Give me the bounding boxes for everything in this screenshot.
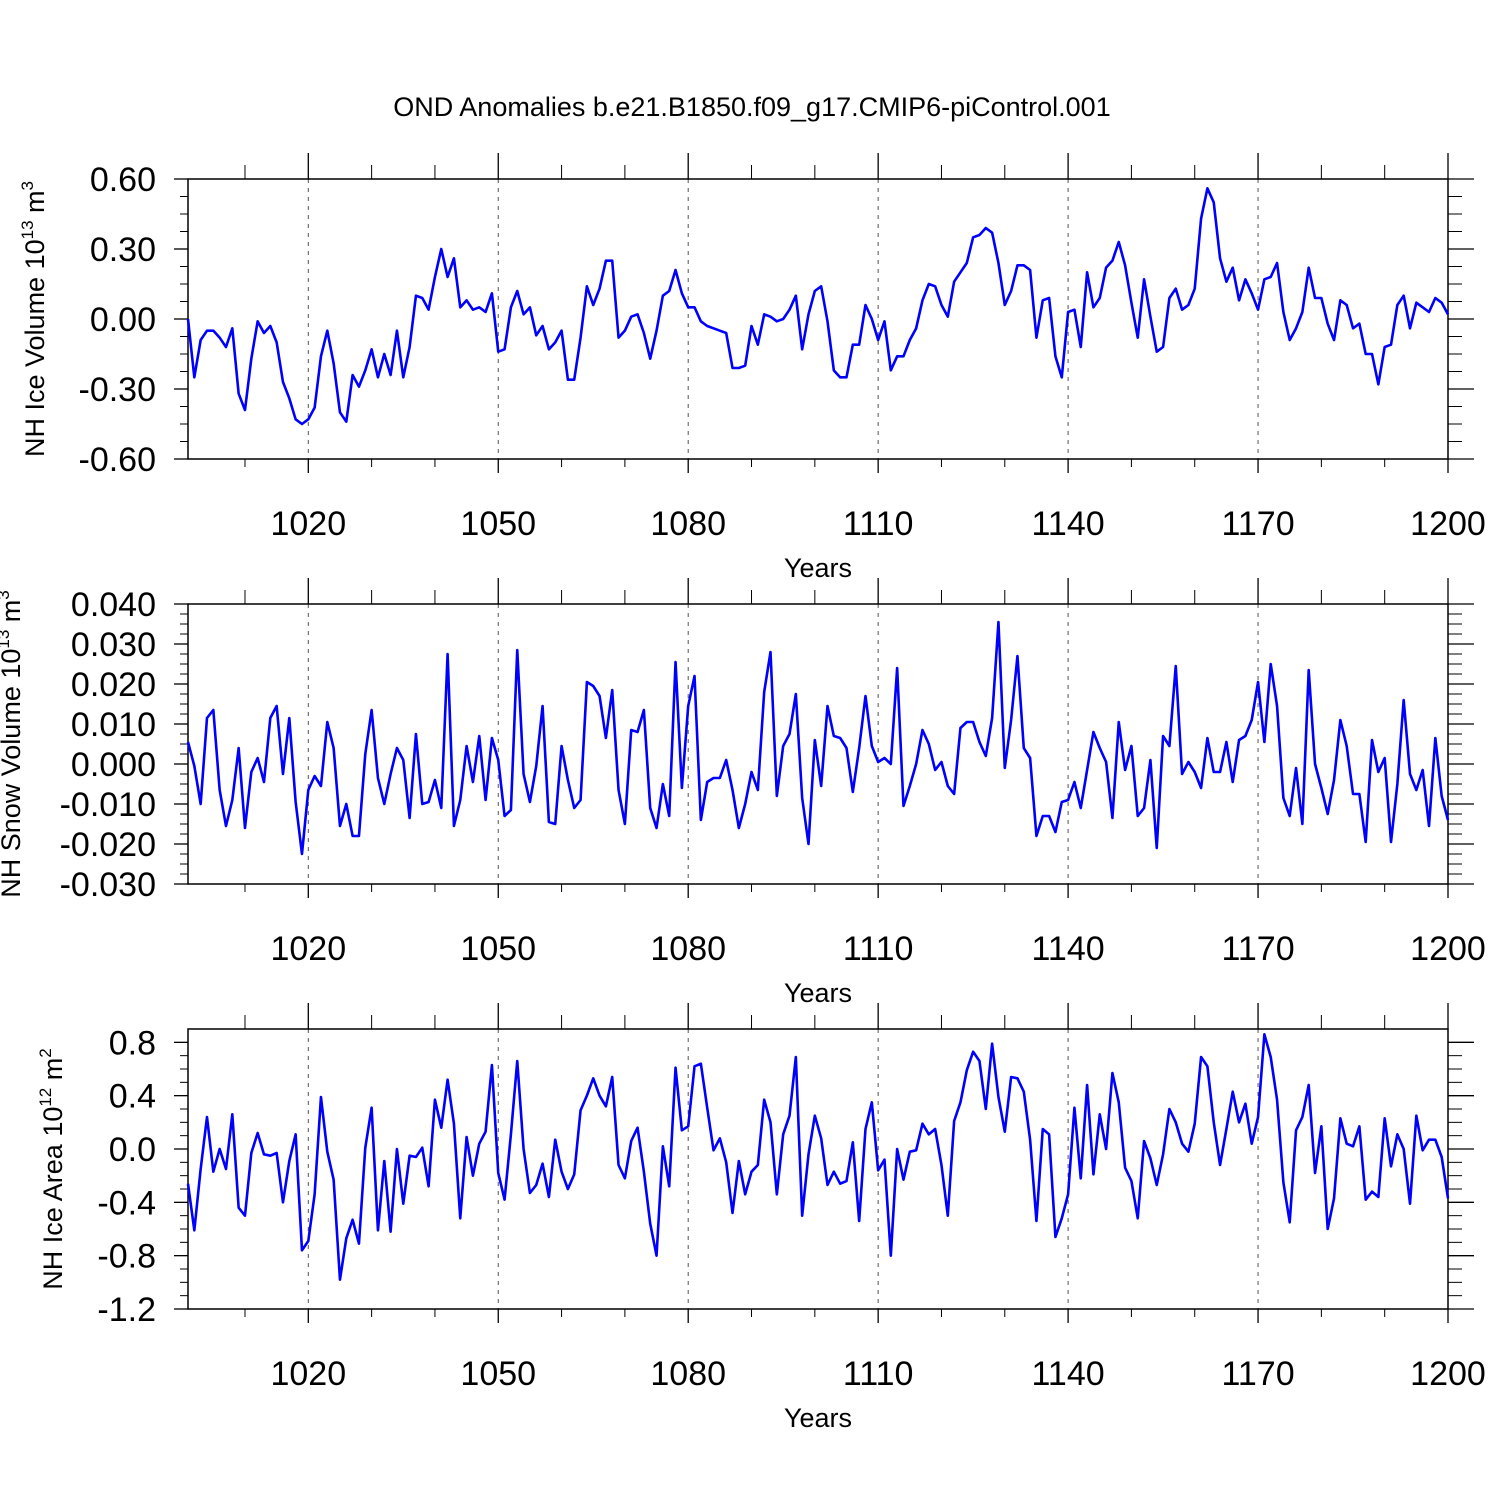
y-tick-label: -0.4	[97, 1184, 156, 1222]
y-tick-label: 0.020	[71, 666, 156, 704]
y-tick-label: 0.0	[109, 1131, 156, 1169]
x-tick-label: 1020	[270, 930, 346, 968]
x-tick-label: 1050	[460, 930, 536, 968]
y-tick-label: 0.010	[71, 706, 156, 744]
x-tick-label: 1050	[460, 1355, 536, 1393]
chart-title: OND Anomalies b.e21.B1850.f09_g17.CMIP6-…	[393, 92, 1110, 122]
y-axis-label-unit: m	[0, 600, 26, 630]
y-axis-label-unit-exponent: 3	[0, 590, 13, 599]
y-axis-label-exponent: 13	[0, 630, 13, 649]
y-tick-label: 0.4	[109, 1078, 156, 1116]
y-tick-label: -0.8	[97, 1238, 156, 1276]
y-axis-label: NH Ice Area 1012 m2	[36, 1048, 68, 1289]
y-tick-label: 0.040	[71, 586, 156, 624]
y-axis-label-exponent: 13	[18, 220, 37, 239]
y-tick-label: -0.30	[79, 371, 157, 409]
x-tick-label: 1170	[1221, 1355, 1294, 1393]
x-tick-label: 1170	[1221, 930, 1294, 968]
x-tick-label: 1110	[843, 930, 914, 968]
x-tick-label: 1170	[1221, 505, 1294, 543]
y-tick-label: 0.30	[90, 231, 156, 269]
x-tick-label: 1110	[843, 505, 914, 543]
y-axis-label: NH Snow Volume 1013 m3	[0, 590, 26, 898]
x-tick-label: 1020	[270, 505, 346, 543]
panel-snow-volume: 1020 1050 1080 1110 1140 1170 1200 -0.030-0.020…	[0, 578, 1486, 1008]
x-tick-label: 1020	[270, 1355, 346, 1393]
y-tick-label: 0.00	[90, 301, 156, 339]
y-tick-label: -0.60	[79, 441, 157, 479]
x-tick-label: 1140	[1032, 1355, 1105, 1393]
y-axis-label-main: NH Ice Volume 10	[20, 239, 50, 457]
y-axis-label-main: NH Snow Volume 10	[0, 649, 26, 898]
x-tick-label: 1200	[1410, 505, 1486, 543]
x-tick-label: 1050	[460, 505, 536, 543]
panel-ice-area: 1020 1050 1080 1110 1140 1170 1200 -1.2 -0.8 -0.4…	[36, 1003, 1486, 1433]
x-tick-label: 1200	[1410, 930, 1486, 968]
data-line	[186, 620, 1450, 856]
y-axis-label-main: NH Ice Area 10	[38, 1107, 68, 1290]
y-tick-label: -0.030	[60, 866, 156, 904]
data-line	[186, 1033, 1450, 1281]
x-tick-label: 1080	[650, 1355, 726, 1393]
x-tick-label: 1140	[1032, 505, 1105, 543]
x-tick-label: 1080	[650, 930, 726, 968]
x-tick-label: 1140	[1032, 930, 1105, 968]
y-tick-label: -0.010	[60, 786, 156, 824]
y-tick-label: -1.2	[97, 1291, 156, 1329]
y-axis-label-exponent: 12	[36, 1088, 55, 1107]
x-axis-label: Years	[784, 978, 852, 1008]
x-tick-label: 1200	[1410, 1355, 1486, 1393]
plot-frame	[187, 1028, 1449, 1310]
y-axis-label-unit-exponent: 2	[36, 1048, 55, 1057]
data-line	[186, 187, 1450, 426]
x-tick-label: 1110	[843, 1355, 914, 1393]
x-axis-label: Years	[784, 553, 852, 583]
y-tick-label: 0.60	[90, 161, 156, 199]
y-tick-label: 0.030	[71, 626, 156, 664]
panel-ice-volume: 1020 1050 1080 1110 1140 1170 1200 -0.60 -0.30 0.…	[18, 153, 1486, 583]
y-tick-label: 0.8	[109, 1024, 156, 1062]
y-tick-label: -0.020	[60, 826, 156, 864]
y-axis-label: NH Ice Volume 1013 m3	[18, 181, 50, 457]
x-axis-label: Years	[784, 1403, 852, 1433]
y-axis-label-unit: m	[38, 1058, 68, 1088]
x-tick-label: 1080	[650, 505, 726, 543]
y-axis-label-unit: m	[20, 190, 50, 220]
y-axis-label-unit-exponent: 3	[18, 181, 37, 190]
y-tick-label: 0.000	[71, 746, 156, 784]
